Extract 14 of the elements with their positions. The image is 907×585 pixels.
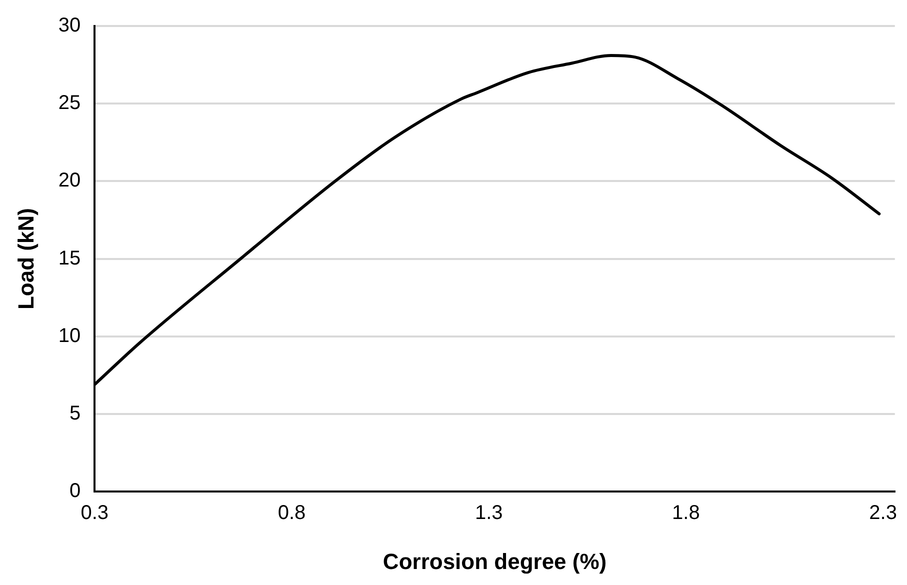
x-tick-label: 1.8 [672,502,700,524]
y-tick-label: 25 [58,92,81,114]
y-tick-label: 10 [58,324,81,347]
y-tick-label: 20 [58,170,81,192]
x-tick-label: 0.8 [278,502,306,524]
y-axis-title: Load (kN) [13,208,38,310]
y-tick-label: 0 [70,480,81,502]
x-tick-label: 2.3 [869,502,897,524]
x-axis-title: Corrosion degree (%) [382,548,607,574]
x-tick-label: 1.3 [474,502,503,524]
y-tick-label: 5 [70,402,81,425]
y-tick-label: 15 [58,247,81,270]
y-tick-label: 30 [58,14,81,37]
x-tick-label: 0.3 [80,502,109,524]
